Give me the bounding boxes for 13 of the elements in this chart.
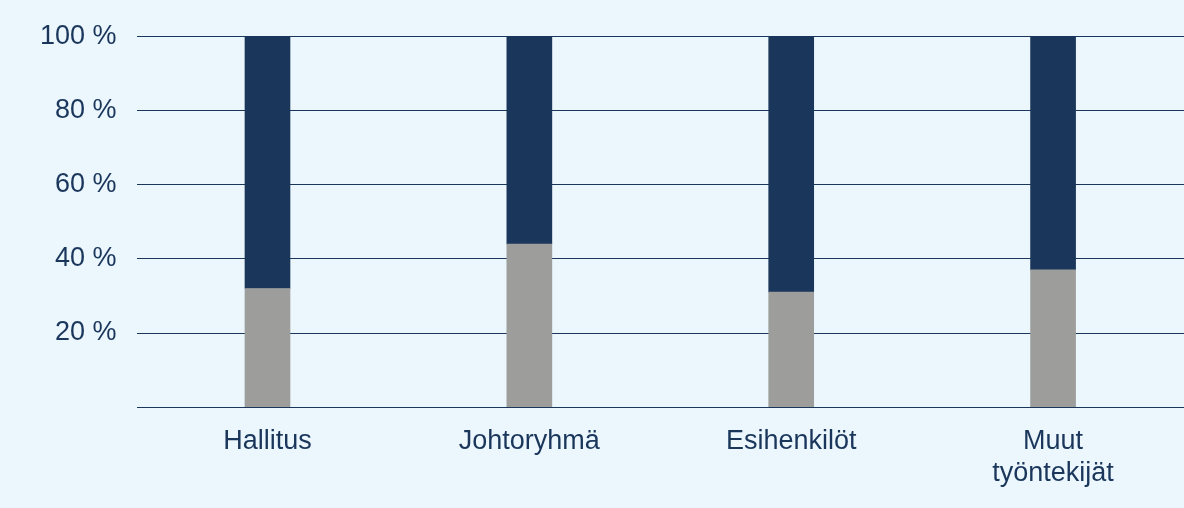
bar [768,291,815,408]
bar [506,243,553,408]
y-tick-label: 40 % [55,242,117,273]
y-tick-label: 60 % [55,168,117,199]
y-tick-label: 100 % [39,19,117,50]
y-tick-label: 80 % [55,93,117,124]
bar [244,288,291,408]
x-tick-label: Esihenkilöt [725,424,857,455]
y-tick-label: 20 % [55,316,117,347]
x-tick-label: Muut työntekijät [992,424,1115,488]
bar [1030,269,1076,408]
x-tick-label: Hallitus [223,424,312,455]
x-tick-label: Johtoryhmä [458,424,601,455]
